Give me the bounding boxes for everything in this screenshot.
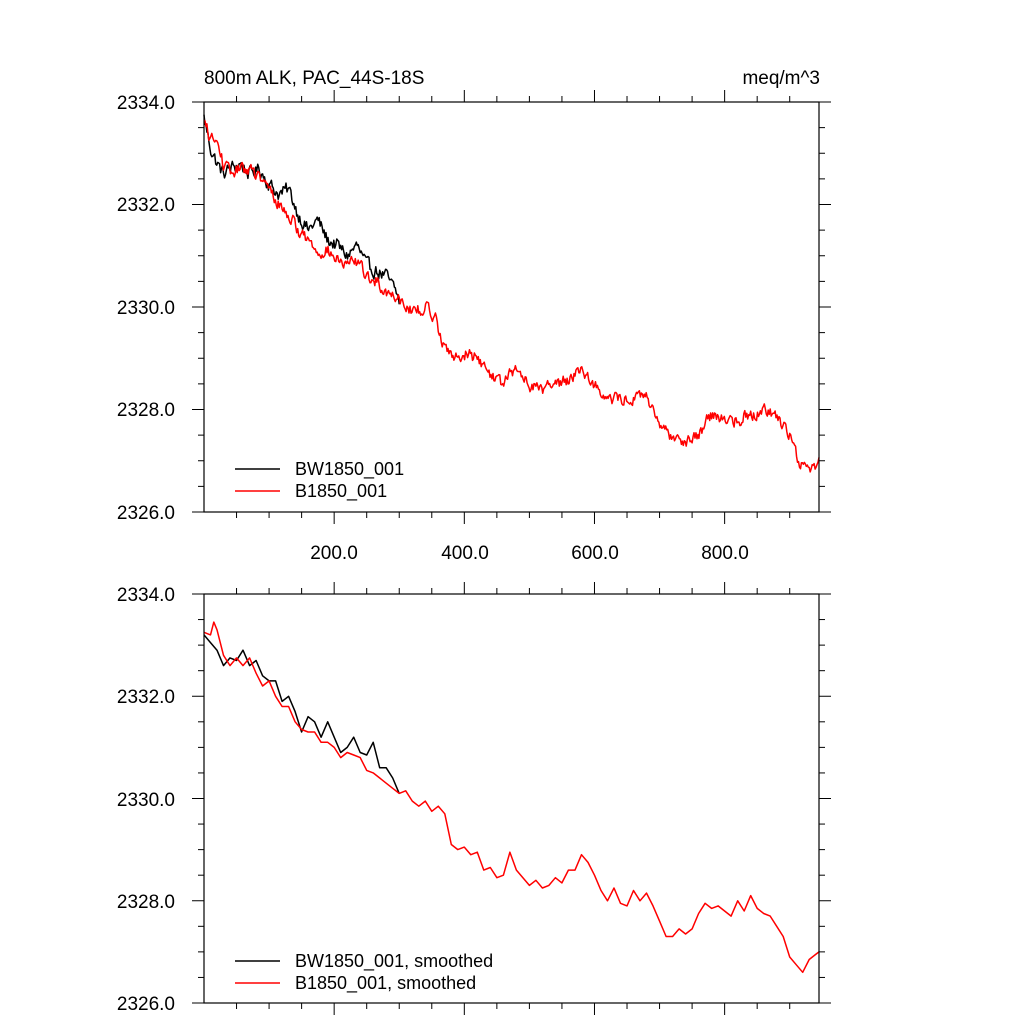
bottom-series-b1850-001-line	[203, 621, 820, 974]
panel-top-plot: 2334.0 2332.0 2330.0 2328.0 2326.0 200.0…	[117, 90, 831, 564]
top-xtick-label-400: 400.0	[441, 543, 489, 564]
top-legend-label-bw1850: BW1850_001	[295, 459, 404, 480]
chart-title: 800m ALK, PAC_44S-18S	[204, 68, 424, 89]
top-ytick-label-2328: 2328.0	[117, 400, 175, 421]
top-plot-frame	[203, 101, 820, 513]
bottom-ytick-label-2328: 2328.0	[117, 892, 175, 913]
top-series-bw1850-001-line	[203, 114, 400, 305]
bottom-series-bw1850-001-line	[203, 634, 400, 794]
top-legend-label-b1850: B1850_001	[295, 481, 387, 502]
top-ytick-label-2334: 2334.0	[117, 93, 175, 114]
top-legend: BW1850_001 B1850_001	[235, 459, 404, 502]
top-ytick-label-2330: 2330.0	[117, 298, 175, 319]
top-series-group	[203, 114, 820, 473]
bottom-ytick-label-2330: 2330.0	[117, 790, 175, 811]
top-xtick-label-600: 600.0	[571, 543, 619, 564]
top-series-b1850-001-line	[203, 119, 820, 473]
top-ytick-label-2326: 2326.0	[117, 503, 175, 524]
top-ytick-label-2332: 2332.0	[117, 195, 175, 216]
bottom-plot-frame	[203, 593, 820, 1004]
bottom-ytick-label-2334: 2334.0	[117, 585, 175, 606]
bottom-legend-label-bw1850: BW1850_001, smoothed	[295, 951, 493, 972]
bottom-legend: BW1850_001, smoothed B1850_001, smoothed	[235, 951, 493, 994]
panel-bottom-plot: 2334.0 2332.0 2330.0 2328.0 2326.0 BW185…	[117, 582, 831, 1015]
bottom-ytick-label-2332: 2332.0	[117, 687, 175, 708]
bottom-ytick-label-2326: 2326.0	[117, 994, 175, 1015]
bottom-series-group	[203, 621, 820, 974]
bottom-legend-label-b1850: B1850_001, smoothed	[295, 973, 476, 994]
bottom-axis-ticks	[192, 582, 831, 1015]
top-xtick-label-800: 800.0	[701, 543, 749, 564]
units-label: meq/m^3	[742, 68, 820, 89]
top-axis-ticks	[192, 90, 831, 524]
top-xtick-label-200: 200.0	[310, 543, 358, 564]
